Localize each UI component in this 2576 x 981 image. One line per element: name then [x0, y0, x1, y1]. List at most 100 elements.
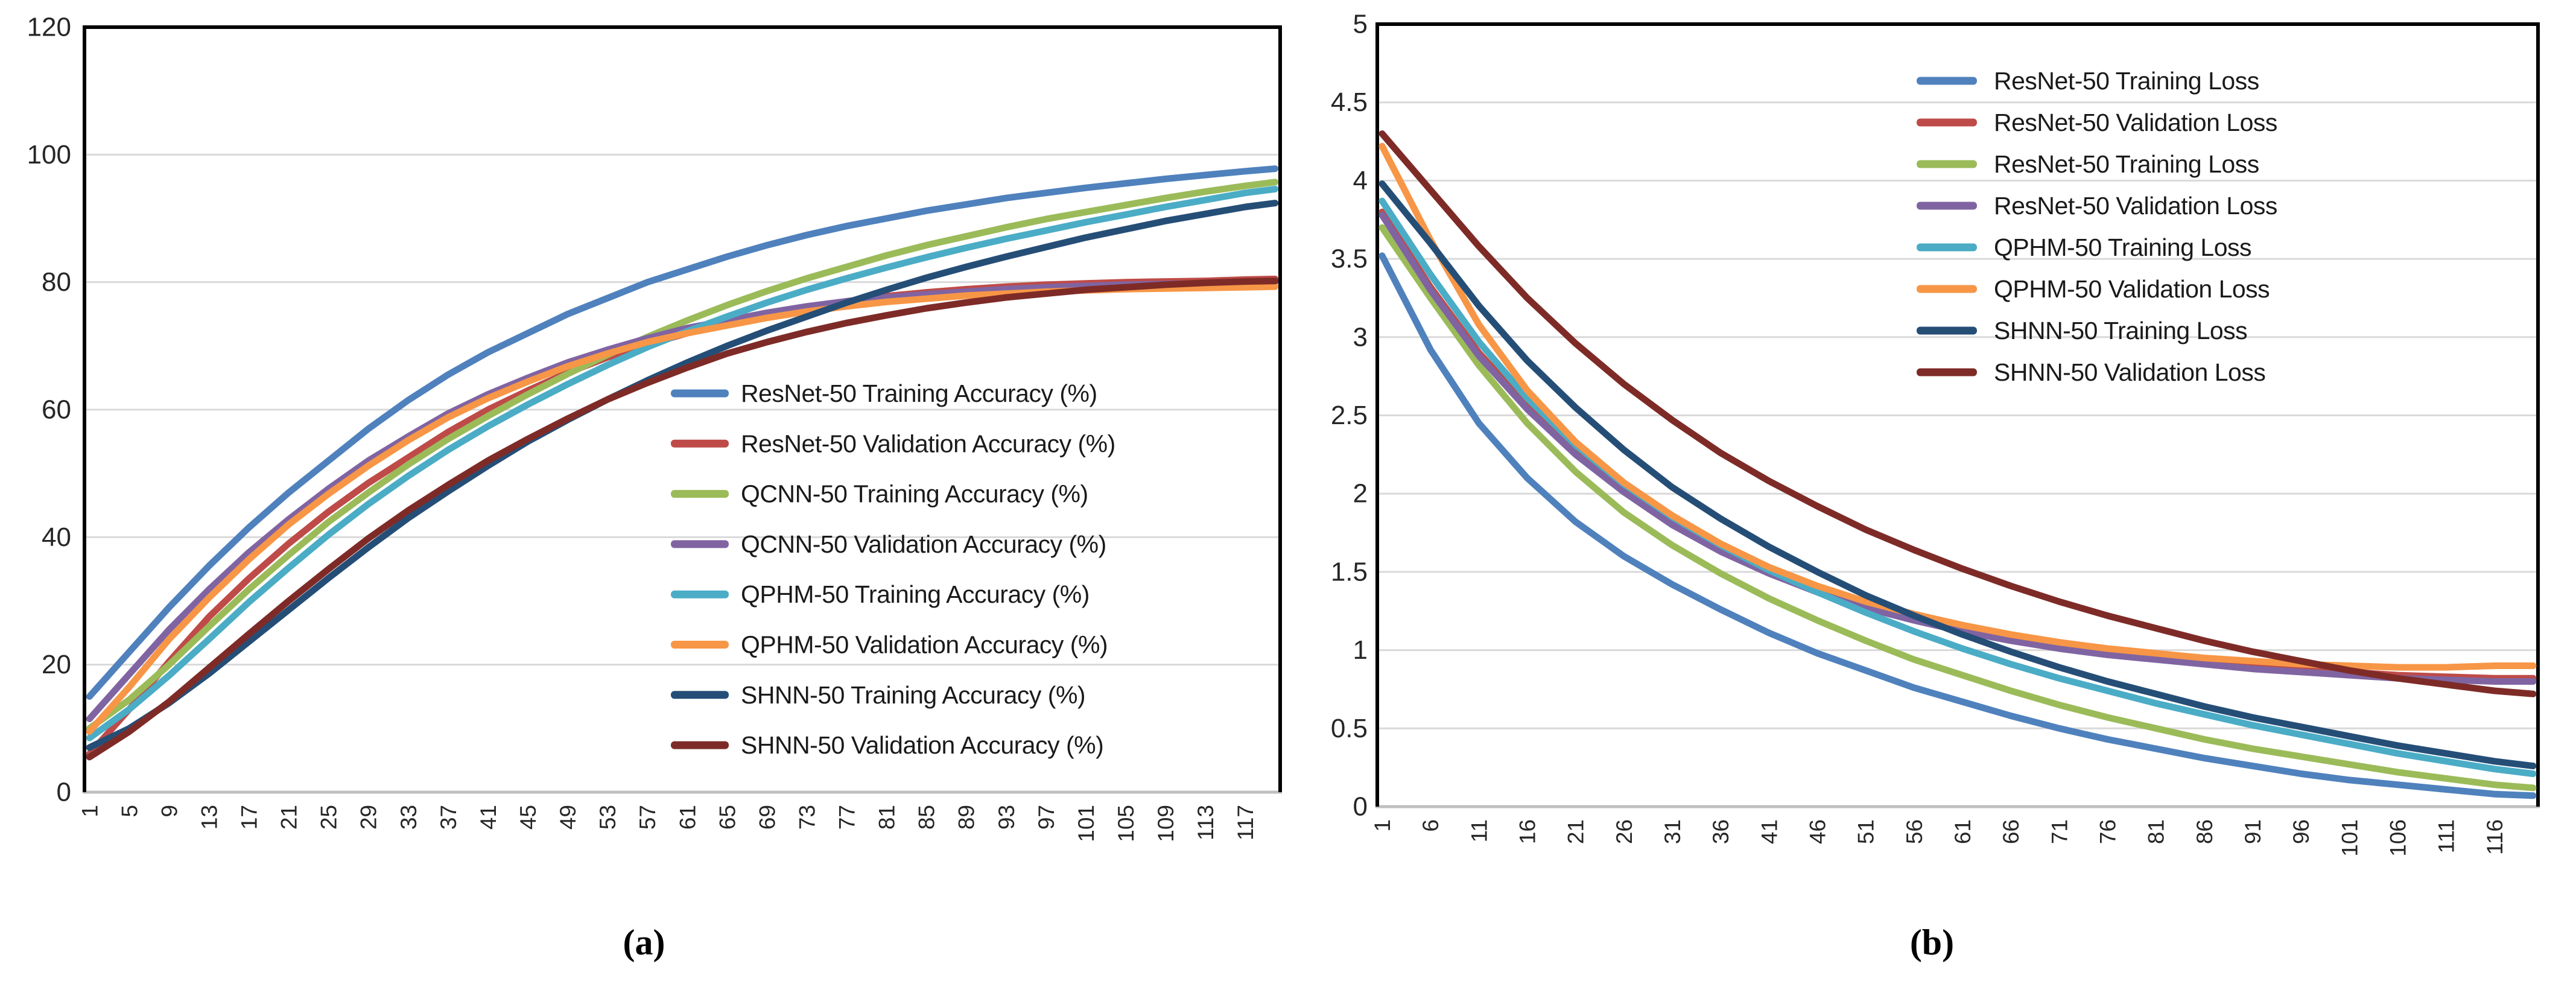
x-tick-label: 6: [1418, 819, 1443, 832]
x-tick-label: 105: [1114, 805, 1138, 842]
y-tick-label: 0: [1353, 792, 1368, 822]
plot-border: [83, 25, 1282, 792]
x-tick-label: 17: [237, 805, 262, 830]
x-tick-label: 61: [675, 805, 700, 830]
legend-swatch: [1917, 243, 1977, 252]
x-tick-label: 1: [1370, 819, 1395, 832]
series-line: [86, 165, 1279, 700]
subfigure-caption-a: (a): [623, 922, 665, 962]
x-tick-label: 96: [2289, 819, 2314, 844]
x-tick-label: 45: [516, 805, 541, 830]
y-tick-label: 0: [57, 778, 71, 807]
x-tick-label: 81: [875, 805, 899, 830]
legend-label: SHNN-50 Validation Accuracy (%): [741, 731, 1103, 759]
x-tick-label: 117: [1233, 805, 1258, 840]
legend-swatch: [671, 439, 729, 448]
y-tick-label: 3: [1353, 322, 1368, 352]
legend-label: SHNN-50 Training Accuracy (%): [741, 681, 1085, 709]
x-tick-label: 101: [2337, 819, 2362, 857]
x-tick-label: 73: [795, 805, 819, 830]
legend-swatch: [1917, 368, 1977, 376]
legend-swatch: [671, 741, 729, 749]
y-tick-label: 40: [42, 522, 71, 552]
legend-label: ResNet-50 Validation Loss: [1994, 109, 2277, 136]
legend-swatch: [671, 540, 729, 548]
y-tick-label: 4.5: [1331, 87, 1368, 117]
x-tick-label: 76: [2096, 819, 2121, 844]
legend-label: QPHM-50 Validation Loss: [1994, 275, 2270, 303]
x-tick-label: 37: [436, 805, 461, 830]
series-line: [1378, 180, 2537, 770]
x-tick-label: 21: [1564, 819, 1588, 844]
x-tick-label: 89: [954, 805, 979, 830]
y-tick-label: 2.5: [1331, 401, 1368, 430]
legend-swatch: [671, 389, 729, 398]
x-tick-label: 26: [1612, 819, 1637, 844]
legend-swatch: [1917, 285, 1977, 293]
legend-swatch: [1917, 202, 1977, 210]
y-tick-label: 2: [1353, 479, 1368, 509]
x-tick-label: 16: [1515, 819, 1540, 844]
legend-label: SHNN-50 Validation Loss: [1994, 358, 2265, 386]
series-line: [1378, 252, 2537, 799]
series-line: [86, 278, 1279, 761]
y-tick-label: 120: [27, 13, 71, 42]
y-tick-label: 0.5: [1331, 714, 1368, 743]
y-tick-label: 3.5: [1331, 244, 1368, 274]
x-tick-label: 46: [1806, 819, 1830, 844]
legend-swatch: [671, 490, 729, 498]
x-tick-label: 21: [277, 805, 302, 830]
x-tick-label: 11: [1467, 819, 1491, 842]
x-tick-label: 69: [755, 805, 779, 830]
legend-swatch: [671, 590, 729, 598]
legend-swatch: [1917, 118, 1977, 127]
legend-swatch: [671, 691, 729, 699]
legend-label: SHNN-50 Training Loss: [1994, 317, 2247, 344]
legend-label: ResNet-50 Training Loss: [1994, 150, 2259, 178]
loss-line-chart: 54.543.532.521.510.501 6 11 16 21 26 31 36 41 46 5…: [1331, 10, 2540, 857]
x-tick-label: 5: [117, 805, 142, 818]
x-tick-label: 93: [994, 805, 1019, 830]
legend-swatch: [1917, 160, 1977, 168]
x-tick-label: 65: [715, 805, 740, 830]
series-line: [1378, 130, 2537, 697]
x-tick-label: 33: [396, 805, 421, 830]
x-tick-label: 1: [77, 805, 102, 818]
y-tick-label: 60: [42, 395, 71, 425]
x-tick-label: 51: [1854, 819, 1879, 844]
x-tick-label: 49: [556, 805, 580, 830]
x-tick-label: 113: [1193, 805, 1218, 840]
legend-swatch: [1917, 326, 1977, 335]
x-tick-label: 53: [595, 805, 620, 830]
x-tick-label: 13: [197, 805, 221, 830]
x-tick-label: 41: [1757, 819, 1781, 844]
plot-border: [1375, 22, 2540, 807]
x-tick-label: 31: [1660, 819, 1685, 844]
y-tick-label: 5: [1353, 10, 1368, 39]
series-line: [86, 200, 1279, 751]
x-tick-label: 91: [2241, 819, 2265, 844]
subfigure-caption-b: (b): [1909, 922, 1955, 962]
y-tick-label: 20: [42, 650, 71, 679]
legend-label: ResNet-50 Validation Accuracy (%): [741, 430, 1115, 457]
y-tick-label: 1.5: [1331, 557, 1368, 586]
x-tick-label: 9: [157, 805, 182, 818]
x-tick-label: 97: [1034, 805, 1059, 830]
legend-label: ResNet-50 Validation Loss: [1994, 192, 2277, 220]
x-tick-label: 57: [635, 805, 660, 830]
y-tick-label: 100: [27, 140, 71, 170]
x-tick-label: 25: [317, 805, 341, 830]
legend-label: QCNN-50 Training Accuracy (%): [741, 480, 1088, 508]
series-line: [1378, 142, 2537, 671]
x-tick-label: 29: [357, 805, 381, 830]
x-tick-label: 106: [2386, 819, 2411, 857]
x-tick-label: 111: [2434, 819, 2459, 853]
accuracy-line-chart: 120 100 80 60 40 20 01 5 9 13 17 21 25 29 33 37 41 45 49 53…: [27, 13, 1282, 842]
legend-label: QPHM-50 Training Loss: [1994, 233, 2251, 261]
x-tick-label: 77: [835, 805, 860, 830]
series-line: [1378, 224, 2537, 792]
legend-swatch: [1917, 77, 1977, 85]
x-tick-label: 41: [476, 805, 501, 830]
x-tick-label: 66: [1999, 819, 2023, 844]
x-tick-label: 61: [1950, 819, 1975, 844]
